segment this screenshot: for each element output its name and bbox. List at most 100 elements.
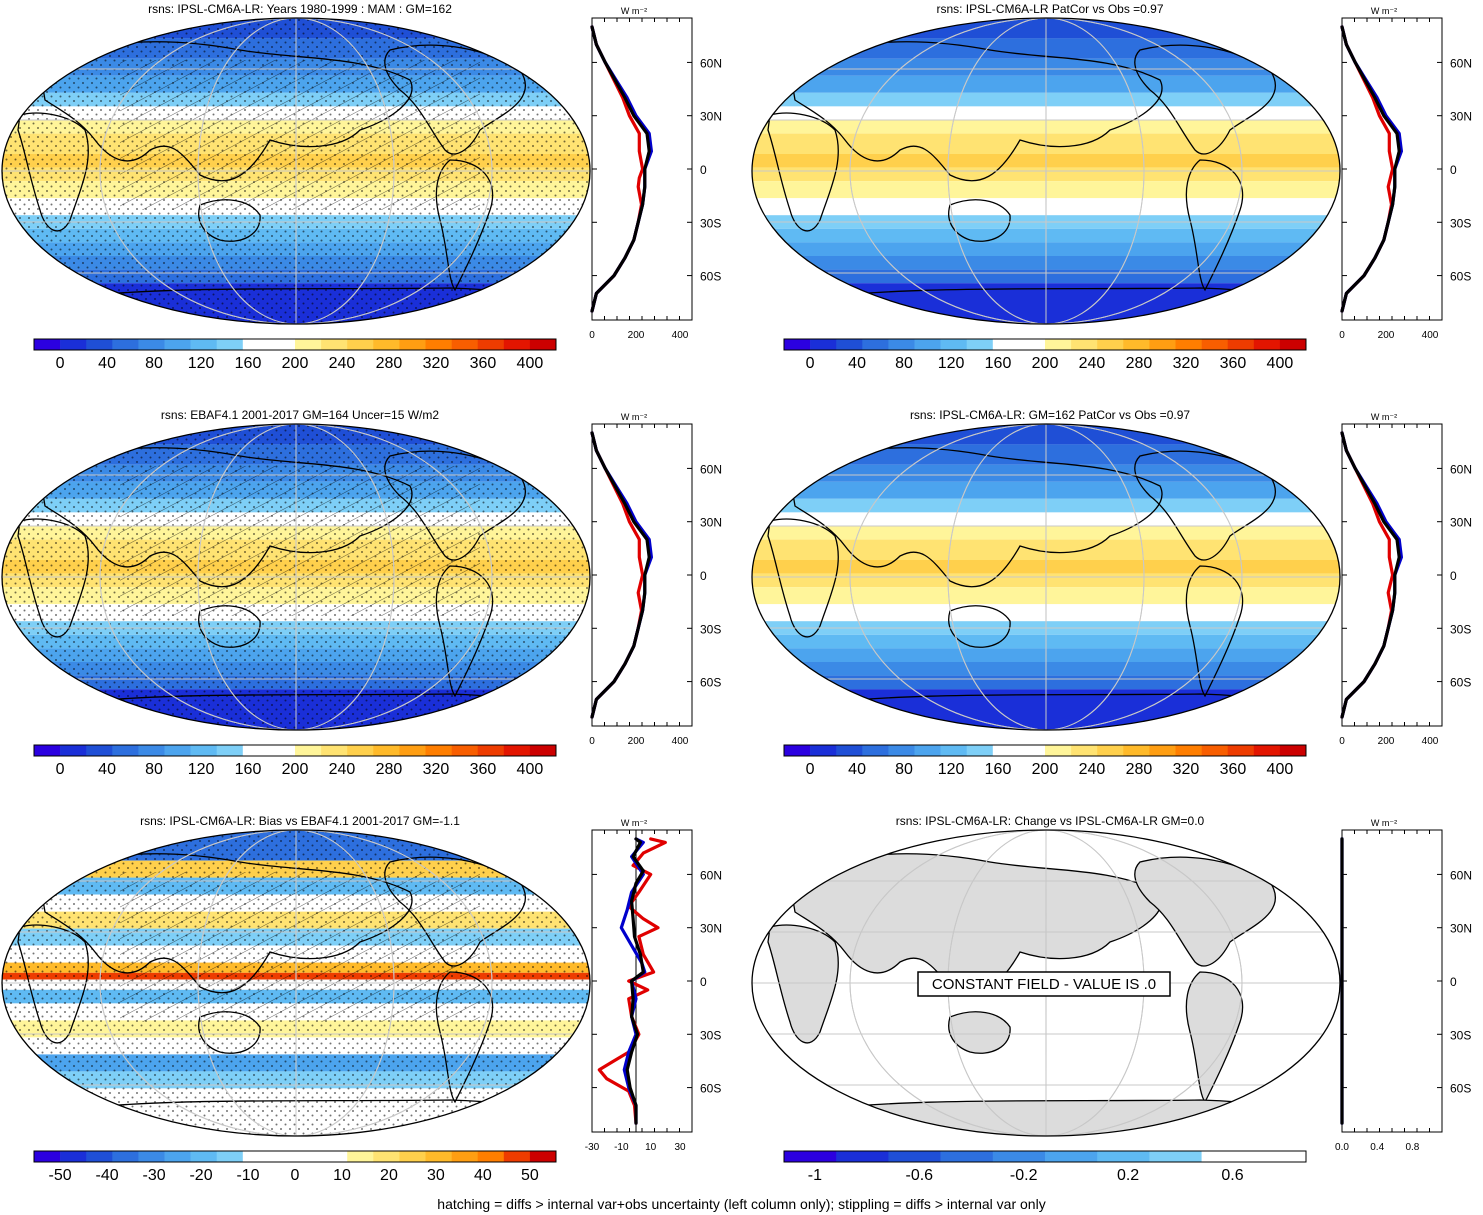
colorbar-swatch bbox=[1253, 1151, 1307, 1162]
lat-tick-label: 30S bbox=[1450, 216, 1471, 230]
profile-series-line bbox=[1340, 25, 1401, 313]
profile-xtick-label: 0 bbox=[1339, 736, 1345, 747]
colorbar-tick-label: 400 bbox=[517, 761, 544, 778]
colorbar-tick-label: -30 bbox=[142, 1167, 165, 1184]
lat-tick-label: 30N bbox=[700, 516, 722, 530]
colorbar-swatch bbox=[60, 1151, 87, 1162]
colorbar-tick-label: 320 bbox=[423, 761, 450, 778]
panel-title: rsns: IPSL-CM6A-LR: GM=162 PatCor vs Obs… bbox=[909, 408, 1191, 422]
colorbar-tick-label: 360 bbox=[1220, 761, 1247, 778]
colorbar-swatch bbox=[216, 1151, 244, 1162]
colorbar-tick-label: 40 bbox=[848, 761, 866, 778]
colorbar-swatch bbox=[242, 339, 270, 350]
colorbar-swatch bbox=[940, 745, 967, 756]
lat-tick-label: 60N bbox=[700, 462, 722, 476]
panel-graphics: CONSTANT FIELD - VALUE IS .0 -1 -0.6 -0.2 0.… bbox=[751, 818, 1472, 1184]
profile-xtick-label: 10 bbox=[645, 1142, 657, 1153]
continent-outline bbox=[948, 199, 1011, 242]
colorbar-swatch bbox=[810, 339, 837, 350]
colorbar-swatch bbox=[477, 1151, 505, 1162]
colorbar-swatch bbox=[138, 745, 165, 756]
lat-tick-label: 30S bbox=[700, 622, 721, 636]
colorbar-swatch bbox=[373, 1151, 400, 1162]
colorbar-swatch bbox=[190, 1151, 217, 1162]
colorbar-tick-label: 400 bbox=[1267, 761, 1294, 778]
colorbar-tick-label: 240 bbox=[1079, 355, 1106, 372]
colorbar-swatch bbox=[1097, 339, 1124, 350]
colorbar-tick-label: 160 bbox=[235, 355, 262, 372]
colorbar-swatch bbox=[399, 745, 426, 756]
colorbar-tick-label: 120 bbox=[188, 355, 215, 372]
colorbar-tick-label: -50 bbox=[49, 1167, 72, 1184]
colorbar-swatch bbox=[216, 339, 244, 350]
panel-change: rsns: IPSL-CM6A-LR: Change vs IPSL-CM6A-… bbox=[750, 812, 1483, 1212]
profile-series-line bbox=[590, 25, 651, 313]
colorbar: 0 40 80 120 160 200 240 280 320 360 400 bbox=[33, 744, 557, 778]
colorbar-tick-label: 40 bbox=[98, 355, 116, 372]
colorbar-swatch bbox=[992, 745, 1020, 756]
colorbar-swatch bbox=[112, 745, 139, 756]
panel-title: rsns: IPSL-CM6A-LR: Years 1980-1999 : MA… bbox=[148, 2, 452, 16]
lat-tick-label: 30S bbox=[700, 1028, 721, 1042]
colorbar-tick-label: -10 bbox=[236, 1167, 259, 1184]
colorbar-tick-label: 0 bbox=[806, 761, 815, 778]
colorbar-swatch bbox=[836, 1151, 889, 1162]
colorbar-swatch bbox=[425, 339, 452, 350]
constant-field-box bbox=[917, 971, 1171, 997]
profile-series-line bbox=[1340, 431, 1401, 719]
profile-unit: W m⁻² bbox=[1371, 818, 1397, 828]
colorbar-swatch bbox=[862, 745, 889, 756]
colorbar-swatch bbox=[86, 745, 113, 756]
lat-tick-label: 30N bbox=[1450, 110, 1472, 124]
colorbar-swatch bbox=[373, 339, 400, 350]
colorbar-swatch bbox=[914, 339, 941, 350]
colorbar-swatch bbox=[1149, 339, 1176, 350]
colorbar-swatch bbox=[112, 1151, 139, 1162]
panel-graphics: -50 -40 -30 -20 -10 0 10 20 30 40 50 W m⁻² 60N 30N 0 30… bbox=[1, 818, 722, 1184]
graticule bbox=[752, 424, 1340, 730]
colorbar-tick-label: 360 bbox=[470, 761, 497, 778]
colorbar-swatch bbox=[164, 745, 191, 756]
colorbar-swatch bbox=[1045, 1151, 1098, 1162]
lat-tick-label: 0 bbox=[700, 163, 707, 177]
profile-xtick-label: -30 bbox=[585, 1142, 600, 1153]
colorbar-tick-label: 20 bbox=[380, 1167, 398, 1184]
profile-xtick-label: -10 bbox=[614, 1142, 629, 1153]
lat-tick-label: 0 bbox=[700, 975, 707, 989]
profile-unit: W m⁻² bbox=[621, 412, 647, 422]
colorbar-swatch bbox=[321, 745, 348, 756]
map bbox=[1, 17, 591, 325]
panel-obs: rsns: EBAF4.1 2001-2017 GM=164 Uncer=15 … bbox=[0, 406, 740, 806]
panel-model-mean: rsns: IPSL-CM6A-LR: Years 1980-1999 : MA… bbox=[0, 0, 740, 400]
map-border bbox=[751, 17, 1341, 325]
profile-xtick-label: 200 bbox=[1378, 330, 1395, 341]
colorbar-swatch bbox=[1123, 339, 1150, 350]
map bbox=[751, 423, 1341, 731]
colorbar-swatch bbox=[888, 1151, 941, 1162]
map-border bbox=[751, 423, 1341, 731]
colorbar-tick-label: 80 bbox=[895, 355, 913, 372]
colorbar-swatch bbox=[784, 339, 811, 350]
lat-tick-label: 60S bbox=[700, 1082, 721, 1096]
colorbar-swatch bbox=[477, 745, 505, 756]
lat-tick-label: 0 bbox=[1450, 975, 1457, 989]
constant-field-label: CONSTANT FIELD - VALUE IS .0 bbox=[932, 976, 1156, 993]
colorbar-swatch bbox=[1149, 1151, 1202, 1162]
colorbar-tick-label: 120 bbox=[938, 761, 965, 778]
lat-tick-label: 30N bbox=[700, 922, 722, 936]
lat-tick-label: 60N bbox=[1450, 56, 1472, 70]
colorbar-swatch bbox=[1227, 745, 1255, 756]
colorbar-swatch bbox=[1175, 339, 1202, 350]
lat-tick-label: 0 bbox=[700, 569, 707, 583]
colorbar: 0 40 80 120 160 200 240 280 320 360 400 bbox=[783, 744, 1307, 778]
colorbar-tick-label: 200 bbox=[282, 355, 309, 372]
colorbar-swatch bbox=[503, 339, 531, 350]
panel-model-gm: rsns: IPSL-CM6A-LR: GM=162 PatCor vs Obs… bbox=[750, 406, 1483, 806]
colorbar-swatch bbox=[164, 1151, 191, 1162]
colorbar-swatch bbox=[1123, 745, 1150, 756]
colorbar-tick-label: 40 bbox=[98, 761, 116, 778]
continent-outline bbox=[789, 853, 1163, 994]
colorbar-tick-label: 280 bbox=[1126, 355, 1153, 372]
colorbar-swatch bbox=[966, 745, 994, 756]
colorbar-swatch bbox=[347, 745, 374, 756]
